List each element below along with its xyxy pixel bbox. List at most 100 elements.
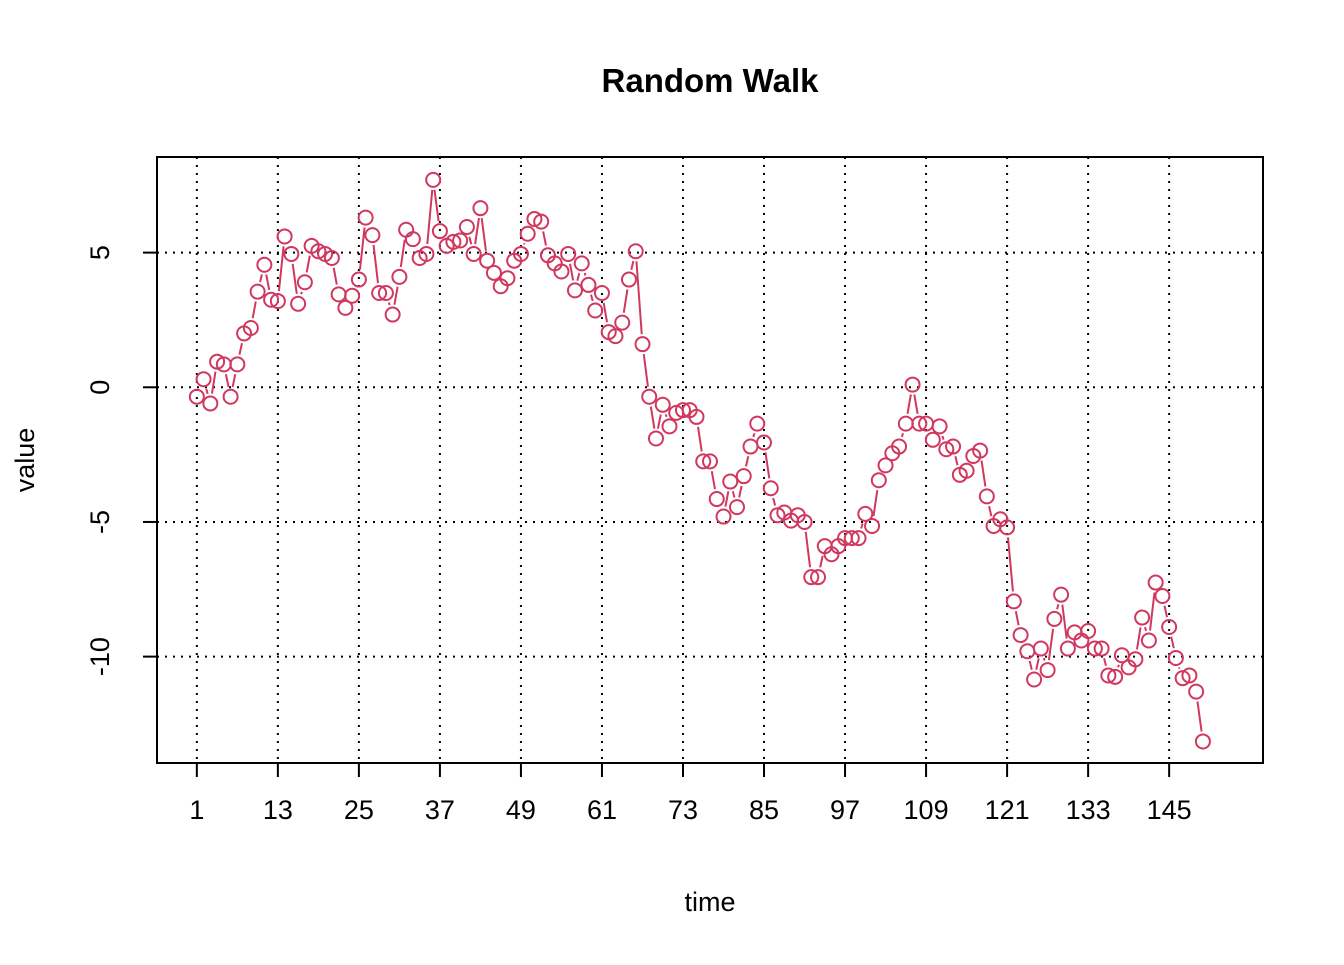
data-point [1081, 624, 1095, 638]
series-segment [307, 256, 310, 273]
data-point [1047, 612, 1061, 626]
data-point [352, 273, 366, 287]
series-segment [401, 240, 405, 267]
series-segment [1197, 702, 1201, 732]
data-point [926, 433, 940, 447]
data-point [359, 211, 373, 225]
series-segment [765, 452, 769, 478]
series-segment [469, 237, 471, 245]
y-tick-label: 0 [85, 380, 115, 395]
series-segment [212, 372, 216, 394]
data-point [656, 398, 670, 412]
data-point [622, 273, 636, 287]
data-point [568, 283, 582, 297]
data-point [1007, 594, 1021, 608]
series-segment [1104, 658, 1106, 666]
series-segment [1118, 665, 1119, 667]
series-segment [1036, 658, 1038, 669]
series-segment [239, 343, 241, 354]
data-point [737, 469, 751, 483]
series-segment [360, 228, 365, 270]
data-point [1189, 685, 1203, 699]
x-tick-label: 145 [1147, 795, 1192, 825]
y-axis: -10-505 [85, 245, 157, 676]
series-segment [773, 498, 775, 506]
data-point [764, 481, 778, 495]
data-point [717, 510, 731, 524]
series-segment [739, 486, 741, 497]
series-segment [301, 292, 302, 294]
x-tick-label: 133 [1066, 795, 1111, 825]
series-segment [279, 246, 284, 291]
data-point [588, 304, 602, 318]
data-point [1196, 734, 1210, 748]
series-segment [1137, 627, 1141, 649]
data-point [467, 247, 481, 261]
series-segment [658, 415, 661, 429]
data-point [575, 256, 589, 270]
data-point [906, 378, 920, 392]
series-segment [1049, 629, 1053, 660]
series-segment [1030, 661, 1032, 670]
data-point [1020, 644, 1034, 658]
data-point [750, 417, 764, 431]
data-point [1155, 589, 1169, 603]
data-point [386, 308, 400, 322]
data-point [1061, 642, 1075, 656]
data-point [744, 440, 758, 454]
series-random-walk [190, 173, 1210, 749]
data-point [1054, 588, 1068, 602]
series-segment [253, 301, 256, 318]
series-segment [989, 506, 991, 516]
data-point [284, 247, 298, 261]
data-point [629, 244, 643, 258]
chart-title: Random Walk [602, 62, 820, 99]
data-point [635, 337, 649, 351]
x-tick-label: 61 [587, 795, 617, 825]
series-segment [226, 374, 229, 387]
series-segment [260, 274, 262, 282]
data-point [406, 232, 420, 246]
series-segment [427, 190, 432, 244]
data-point [662, 419, 676, 433]
series-segment [585, 273, 586, 275]
series-segment [570, 264, 573, 281]
data-point [460, 220, 474, 234]
data-point [278, 229, 292, 243]
series-segment [644, 354, 648, 387]
data-point [1142, 633, 1156, 647]
data-point [865, 519, 879, 533]
series-segment [746, 456, 748, 466]
x-tick-label: 25 [344, 795, 374, 825]
data-point [224, 390, 238, 404]
x-tick-label: 97 [830, 795, 860, 825]
data-point [426, 173, 440, 187]
series-segment [914, 394, 917, 413]
data-point [345, 289, 359, 303]
data-point [433, 224, 447, 238]
series-segment [733, 491, 735, 497]
series-segment [712, 471, 715, 489]
data-point [1034, 642, 1048, 656]
series-segment [908, 394, 911, 413]
data-point [1041, 663, 1055, 677]
data-point [561, 247, 575, 261]
data-point [730, 500, 744, 514]
y-tick-label: -5 [85, 510, 115, 534]
series-segment [1016, 611, 1019, 625]
x-tick-label: 85 [749, 795, 779, 825]
series-segment [1171, 637, 1173, 648]
series-segment [631, 261, 633, 270]
series-segment [543, 231, 546, 245]
series-segment [1150, 592, 1154, 630]
series-segment [1044, 658, 1045, 660]
series-segment [698, 427, 702, 452]
series-segment [820, 556, 822, 567]
x-tick-label: 13 [263, 795, 293, 825]
series-segment [1062, 605, 1066, 639]
data-point [933, 419, 947, 433]
x-tick-label: 73 [668, 795, 698, 825]
